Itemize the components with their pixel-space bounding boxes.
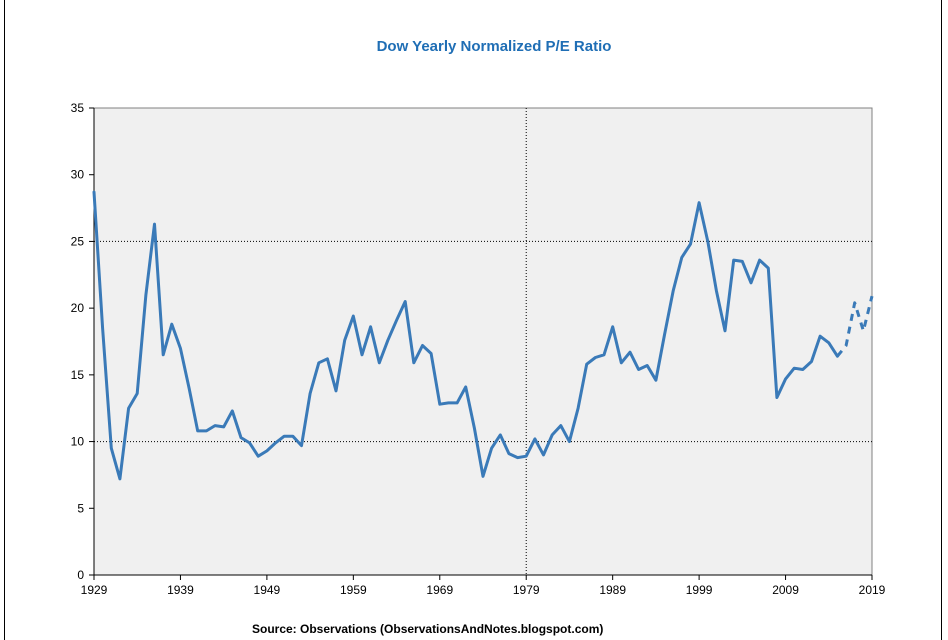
y-tick-label-0: 0 bbox=[77, 568, 84, 582]
series-line-projected bbox=[836, 295, 874, 358]
y-tick-label-35: 35 bbox=[71, 101, 85, 115]
x-tick-label-1979: 1979 bbox=[513, 583, 540, 597]
x-tick-label-2009: 2009 bbox=[772, 583, 799, 597]
x-tick-label-1949: 1949 bbox=[254, 583, 281, 597]
x-tick-label-2019: 2019 bbox=[859, 583, 886, 597]
plot-area bbox=[93, 107, 873, 576]
chart-frame bbox=[4, 0, 942, 640]
y-tick-label-20: 20 bbox=[71, 301, 85, 315]
x-tick-label-1999: 1999 bbox=[686, 583, 713, 597]
y-tick-label-10: 10 bbox=[71, 435, 85, 449]
x-tick-label-1929: 1929 bbox=[81, 583, 108, 597]
x-tick-label-1959: 1959 bbox=[340, 583, 367, 597]
y-tick-label-5: 5 bbox=[77, 501, 84, 515]
y-tick-label-15: 15 bbox=[71, 368, 85, 382]
y-tick-label-30: 30 bbox=[71, 168, 85, 182]
series-line-actual bbox=[92, 190, 839, 481]
x-tick-label-1939: 1939 bbox=[167, 583, 194, 597]
chart-title: Dow Yearly Normalized P/E Ratio bbox=[376, 38, 612, 55]
x-tick-label-1969: 1969 bbox=[426, 583, 453, 597]
source-note: Source: Observations (ObservationsAndNot… bbox=[252, 622, 604, 636]
x-tick-label-1989: 1989 bbox=[599, 583, 626, 597]
y-tick-label-25: 25 bbox=[71, 234, 85, 248]
